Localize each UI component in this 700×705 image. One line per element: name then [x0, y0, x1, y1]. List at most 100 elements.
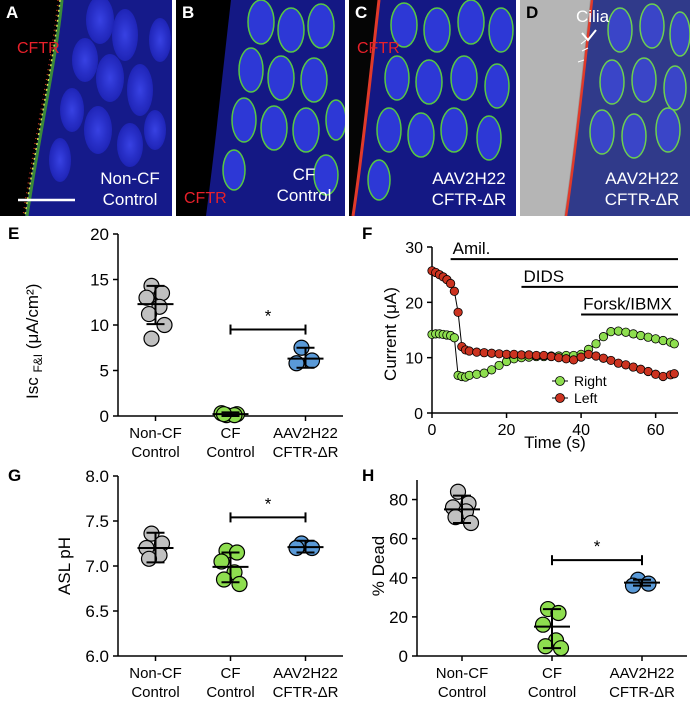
data-point	[303, 352, 321, 369]
series-point	[598, 332, 609, 342]
y-tick-label: 20	[389, 608, 408, 627]
panel-letter-a: A	[6, 3, 19, 22]
condition-label-c-line2: CFTR-ΔR	[431, 190, 507, 209]
y-tick-label: 15	[90, 271, 109, 290]
y-axis-label: % Dead	[369, 536, 388, 596]
condition-label-d-line1: AAV2H22	[605, 169, 679, 188]
condition-label-a-line1: Non-CF	[100, 169, 160, 188]
chart-panel-h: H 0 20 40 60 80 Non-CF Control CF Control AAV2H22…	[362, 466, 692, 701]
category-label-line2: CFTR-ΔR	[273, 684, 339, 700]
condition-label-b-line2: Control	[276, 186, 332, 205]
series-point	[658, 335, 668, 346]
y-tick-label: 20	[90, 225, 109, 244]
category-label-line1: AAV2H22	[273, 425, 338, 442]
condition-label-a: Non-CF Control	[90, 168, 170, 210]
series-point	[628, 329, 638, 339]
x-tick-label: 0	[428, 422, 437, 439]
series-point	[464, 346, 474, 356]
series-point	[487, 365, 497, 375]
chart-panel-f: F 0 10 20 30 0 20 40 60 Time (s) Current (μA) Amil…	[362, 224, 692, 464]
category-label-line2: Control	[206, 684, 254, 700]
data-point	[550, 604, 567, 622]
series-point	[449, 286, 459, 296]
x-tick-label: 60	[647, 422, 665, 439]
y-tick-label: 20	[405, 295, 423, 312]
panel-letter-h: H	[362, 466, 375, 485]
series-point	[636, 330, 646, 341]
category-label-line2: Control	[206, 444, 254, 461]
y-axis-label-main: Isc	[23, 373, 42, 399]
category-label-line2: Control	[131, 684, 179, 700]
y-tick-label: 60	[389, 530, 408, 549]
category-label-line1: Non-CF	[129, 665, 182, 682]
condition-label-b-line1: CF	[292, 165, 316, 184]
series-point	[561, 354, 571, 364]
cilia-bracket	[581, 29, 597, 42]
cilia-label: Cilia	[576, 7, 610, 26]
y-axis-label-subscript: F&I	[31, 354, 45, 373]
category-label-line2: Control	[438, 684, 486, 700]
category-label-line2: CFTR-ΔR	[609, 684, 675, 700]
legend-label: Right	[574, 373, 607, 389]
series-point	[658, 371, 668, 382]
series-point	[446, 278, 456, 289]
category-label-line2: Control	[528, 684, 576, 700]
micrograph-a-image	[0, 0, 172, 216]
data-point	[138, 289, 155, 306]
y-tick-label: 10	[90, 316, 109, 335]
chart-panel-e: E 0 5 10 15 20 Non-CF Control CF Control AAV2H22 C…	[8, 224, 348, 464]
data-point	[143, 330, 160, 347]
series-point	[464, 370, 474, 380]
series-point	[613, 358, 623, 368]
y-tick-label: 80	[389, 491, 408, 510]
category-label-line2: CFTR-ΔR	[273, 444, 339, 461]
x-tick-label: 40	[572, 422, 590, 439]
significance-star: *	[594, 537, 601, 556]
y-axis-label: ASL pH	[55, 537, 74, 595]
series-point	[651, 334, 661, 344]
panel-letter-g: G	[8, 466, 22, 485]
condition-label-b: CF Control	[264, 164, 344, 206]
significance-star: *	[265, 494, 272, 513]
category-label-line1: CF	[221, 665, 241, 682]
y-tick-label: 6.0	[85, 647, 109, 666]
condition-label-d: AAV2H22 CFTR-ΔR	[594, 168, 690, 210]
cftr-label-a: CFTR	[17, 40, 60, 57]
micrograph-c-image	[349, 0, 516, 216]
series-point	[453, 307, 463, 317]
significance-star: *	[265, 307, 272, 326]
data-point	[537, 638, 554, 655]
data-point	[534, 616, 552, 633]
micrograph-panel-b: B CFTR CF Control	[176, 0, 345, 216]
y-tick-label: 7.0	[85, 557, 109, 576]
panel-letter-f: F	[362, 224, 373, 243]
y-tick-label: 0	[399, 647, 408, 666]
category-label-line1: Non-CF	[436, 665, 489, 682]
micrograph-panel-a: A CFTR Non-CF Control	[0, 0, 172, 216]
series-point	[554, 353, 564, 363]
y-axis-label: Isc F&I (μA/cm²)	[23, 284, 45, 399]
micrograph-b-image	[176, 0, 345, 216]
chart-e-svg: 0 5 10 15 20 Non-CF Control CF Control AAV2H22 CFT…	[23, 225, 343, 461]
x-axis-label: Time (s)	[524, 433, 586, 452]
data-point	[140, 305, 158, 323]
treatment-label: Amil.	[453, 239, 491, 258]
y-tick-label: 0	[414, 406, 423, 423]
treatment-label: Forsk/IBMX	[583, 295, 672, 314]
panel-letter-d: D	[526, 3, 539, 22]
chart-g-svg: 6.0 6.5 7.0 7.5 8.0 Non-CF Control CF Control AAV…	[55, 467, 343, 701]
category-label-line1: CF	[542, 665, 562, 682]
cftr-label-c: CFTR	[357, 40, 400, 57]
legend-marker	[555, 393, 565, 403]
panel-letter-e: E	[8, 224, 20, 243]
y-tick-label: 30	[405, 240, 423, 257]
y-tick-label: 7.5	[85, 512, 109, 531]
y-axis-label: Current (μA)	[381, 287, 400, 381]
treatment-label: DIDS	[523, 267, 564, 286]
condition-label-a-line2: Control	[102, 190, 158, 209]
series-point	[669, 369, 679, 379]
chart-panel-g: G 6.0 6.5 7.0 7.5 8.0 Non-CF Control CF Control A…	[8, 466, 348, 701]
series-point	[669, 339, 679, 349]
data-point	[449, 483, 467, 500]
panel-letter-c: C	[355, 3, 368, 22]
